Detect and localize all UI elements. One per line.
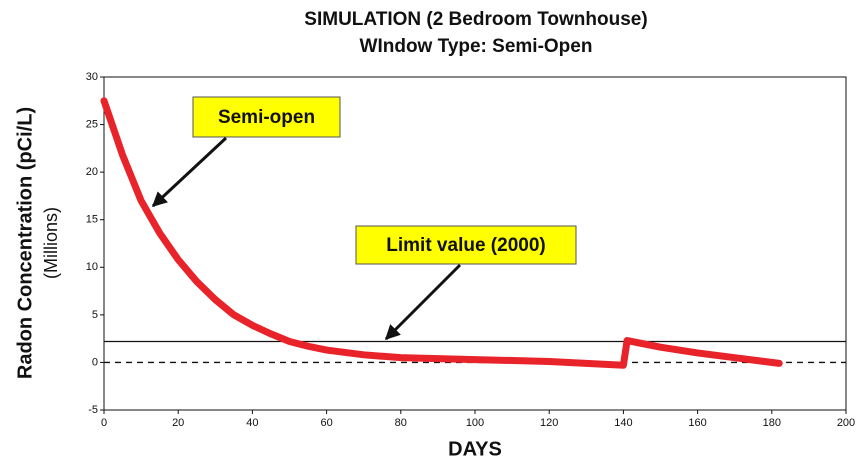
- chart-subtitle: WIndow Type: Semi-Open: [360, 36, 593, 57]
- x-tick-label: 0: [101, 417, 107, 429]
- data-line: [100, 97, 783, 369]
- y-tick-label: 15: [86, 214, 98, 226]
- y-axis-sublabel: (Millions): [41, 207, 61, 279]
- x-tick-label: 80: [395, 417, 407, 429]
- y-tick-label: 0: [92, 356, 98, 368]
- y-tick-label: -5: [88, 404, 98, 416]
- x-tick-label: 120: [540, 417, 558, 429]
- annotation-arrow: [384, 263, 462, 341]
- y-tick-label: 25: [86, 118, 98, 130]
- x-tick-label: 20: [172, 417, 184, 429]
- y-axis-label: Radon Concentration (pCi/L): [14, 107, 36, 379]
- y-tick-label: 30: [86, 71, 98, 83]
- annotation-arrow: [151, 136, 228, 208]
- y-tick-label: 5: [92, 309, 98, 321]
- x-axis-label: DAYS: [448, 438, 502, 460]
- x-tick-label: 140: [614, 417, 632, 429]
- x-tick-label: 60: [320, 417, 332, 429]
- x-tick-label: 180: [763, 417, 781, 429]
- chart-title: SIMULATION (2 Bedroom Townhouse): [304, 9, 647, 30]
- annotation-text: Limit value (2000): [386, 235, 545, 256]
- annotation-text: Semi-open: [218, 107, 315, 128]
- x-tick-label: 160: [688, 417, 706, 429]
- x-tick-label: 200: [837, 417, 855, 429]
- y-tick-label: 20: [86, 166, 98, 178]
- annotation-box: [192, 96, 341, 138]
- y-tick-label: 10: [86, 261, 98, 273]
- annotation-box: [355, 225, 577, 265]
- x-tick-label: 100: [466, 417, 484, 429]
- x-tick-label: 40: [246, 417, 258, 429]
